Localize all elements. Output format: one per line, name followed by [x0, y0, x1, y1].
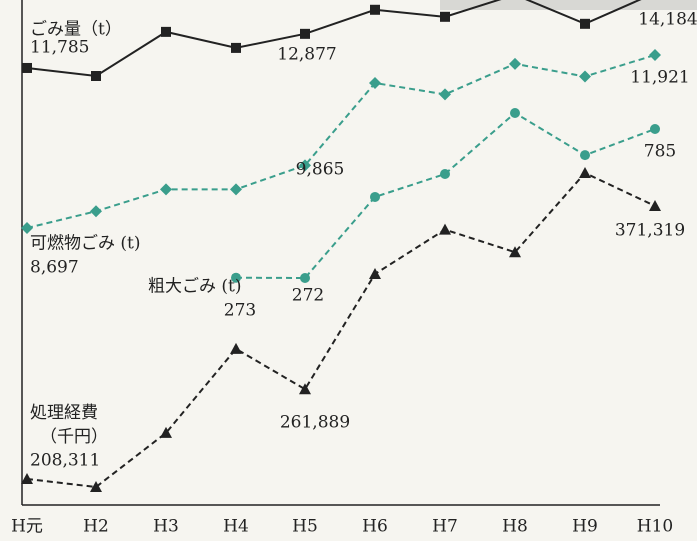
value-label: 785 [644, 142, 676, 162]
value-label: 208,311 [30, 451, 100, 471]
marker [21, 222, 33, 234]
x-tick-label: H6 [362, 517, 388, 537]
series-line [27, 55, 655, 228]
value-label: 11,785 [30, 38, 89, 58]
marker [300, 29, 310, 39]
value-label: 371,319 [615, 221, 685, 241]
x-tick-label: H9 [572, 517, 598, 537]
name-line: 処理経費 [30, 403, 98, 423]
chart: H元 H2 H3 H4 H5 H6 H7 H8 H9 H10 ごみ量（t）11,785 12,877 1… [0, 0, 697, 541]
marker [299, 383, 311, 394]
name-line: （千円） [40, 427, 108, 447]
marker [91, 71, 101, 81]
marker [370, 5, 380, 15]
series-name: 可燃物ごみ (t) [30, 234, 141, 254]
marker [510, 108, 520, 118]
series-name: ごみ量（t） [30, 20, 122, 40]
marker [22, 63, 32, 73]
series-line [236, 113, 655, 278]
value-label: 11,921 [630, 68, 689, 88]
x-tick-label: H5 [292, 517, 318, 537]
value-label: 261,889 [280, 413, 350, 433]
marker [370, 192, 380, 202]
photo-strip [440, 0, 697, 10]
x-tick-label: H2 [83, 517, 109, 537]
marker [161, 27, 171, 37]
marker [580, 150, 590, 160]
x-tick-label: H7 [432, 517, 458, 537]
marker [649, 49, 661, 61]
value-label: 272 [292, 286, 324, 306]
x-tick-label: H4 [223, 517, 249, 537]
marker [231, 43, 241, 53]
marker [580, 19, 590, 29]
x-tick-label: H元 [11, 517, 43, 537]
marker [649, 200, 661, 211]
series-name: 粗大ごみ (t) [148, 277, 242, 297]
marker [579, 167, 591, 178]
marker [90, 205, 102, 217]
x-tick-label: H10 [637, 517, 673, 537]
series-name: 処理経費 （千円） [30, 403, 108, 447]
marker [509, 58, 521, 70]
series-line [27, 173, 655, 487]
marker [440, 169, 450, 179]
marker [369, 268, 381, 279]
marker [439, 224, 451, 235]
value-label: 9,865 [296, 160, 345, 180]
marker [440, 12, 450, 22]
value-label: 8,697 [30, 258, 79, 278]
value-label: 12,877 [277, 45, 336, 65]
marker [230, 183, 242, 195]
marker [579, 71, 591, 83]
value-label: 14,184 [638, 10, 697, 30]
x-tick-label: H3 [153, 517, 179, 537]
marker [160, 183, 172, 195]
marker [369, 77, 381, 89]
value-label: 273 [224, 301, 256, 321]
marker [439, 88, 451, 100]
marker [650, 124, 660, 134]
marker [230, 343, 242, 354]
marker [300, 273, 310, 283]
page: H元 H2 H3 H4 H5 H6 H7 H8 H9 H10 ごみ量（t）11,785 12,877 1… [0, 0, 697, 541]
x-tick-label: H8 [502, 517, 528, 537]
